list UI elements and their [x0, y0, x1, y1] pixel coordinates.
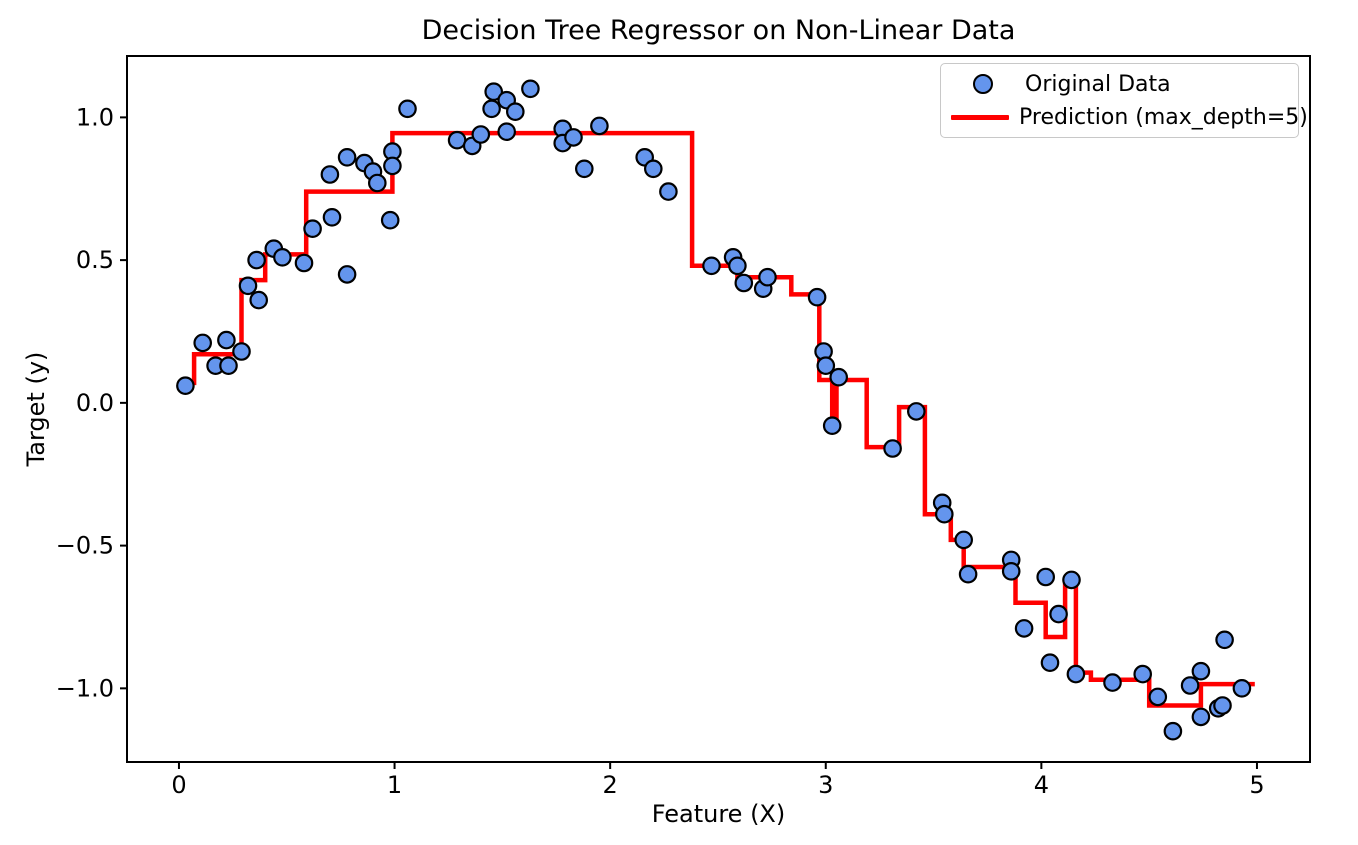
scatter-point [1191, 661, 1211, 681]
scatter-point [822, 416, 842, 435]
legend-label-original-data: Original Data [1025, 71, 1171, 97]
y-tick-label: 0.0 [76, 389, 114, 417]
scatter-point [238, 276, 258, 296]
axes-frame [126, 55, 1311, 763]
scatter-point [193, 333, 212, 353]
x-tick-label: 1 [387, 771, 402, 799]
legend-item-original-data: Original Data [951, 69, 1288, 99]
scatter-point [807, 287, 827, 307]
x-tick-label: 0 [171, 771, 186, 799]
y-tick-label: −0.5 [56, 532, 114, 560]
y-tick-label: 1.0 [76, 103, 114, 131]
legend-item-prediction: Prediction (max_depth=5) [951, 102, 1308, 132]
scatter-point [1062, 570, 1081, 590]
scatter-point [883, 439, 902, 458]
chart-title: Decision Tree Regressor on Non-Linear Da… [421, 15, 1016, 46]
x-tick-label: 4 [1034, 771, 1049, 799]
scatter-point [505, 102, 525, 121]
scatter-point [320, 165, 340, 184]
scatter-point [1036, 567, 1055, 587]
scatter-point [1148, 687, 1168, 707]
scatter-point [934, 504, 954, 524]
scatter-point [1103, 673, 1122, 692]
y-axis-label: Target (y) [22, 351, 50, 467]
legend-box: Original Data Prediction (max_depth=5) [940, 63, 1308, 138]
scatter-point [337, 265, 357, 284]
scatter-point [337, 148, 357, 167]
legend-label-prediction: Prediction (max_depth=5) [1019, 104, 1308, 130]
scatter-point [521, 79, 540, 99]
scatter-point [219, 356, 238, 375]
scatter-point [659, 182, 678, 201]
scatter-point [247, 250, 266, 270]
scatter-point [383, 156, 402, 176]
scatter-point [728, 256, 747, 276]
scatter-point [734, 273, 754, 293]
x-tick-label: 3 [818, 771, 833, 799]
scatter-point [1232, 678, 1252, 698]
scatter-point [590, 116, 609, 136]
scatter-point [484, 82, 503, 101]
y-tick-label: 0.5 [76, 246, 114, 274]
y-tick-label: −1.0 [56, 674, 114, 702]
scatter-point [1040, 653, 1060, 672]
scatter-point [176, 376, 195, 395]
scatter-point [1014, 619, 1034, 638]
scatter-point [829, 367, 848, 387]
scatter-point [702, 256, 721, 276]
scatter-point [447, 130, 467, 150]
scatter-marker-icon [973, 74, 993, 94]
scatter-point [1180, 676, 1200, 695]
scatter-point [1191, 707, 1211, 727]
scatter-point [1215, 630, 1234, 650]
scatter-point [322, 208, 342, 227]
scatter-point [574, 159, 594, 179]
scatter-point [232, 342, 251, 361]
scatter-point [564, 128, 583, 147]
scatter-point [958, 564, 978, 584]
scatter-point [1163, 721, 1183, 741]
scatter-point [1049, 604, 1068, 624]
scatter-point [249, 290, 269, 310]
scatter-point [482, 99, 501, 119]
scatter-point [497, 122, 516, 141]
scatter-point [380, 210, 400, 230]
scatter-point [217, 330, 236, 350]
scatter-point [906, 402, 926, 421]
scatter-point [954, 530, 973, 550]
scatter-point [643, 159, 663, 179]
x-axis-label: Feature (X) [651, 800, 786, 828]
scatter-point [294, 253, 314, 273]
scatter-point [1133, 664, 1152, 684]
scatter-point [816, 356, 836, 375]
scatter-point [367, 173, 387, 193]
prediction-line-icon [951, 114, 1009, 120]
scatter-point [1001, 561, 1021, 581]
x-tick-label: 2 [603, 771, 618, 799]
x-tick-label: 5 [1249, 771, 1264, 799]
prediction-step-line [179, 130, 1255, 708]
scatter-point [1066, 664, 1086, 684]
scatter-point [1213, 696, 1232, 715]
scatter-point [273, 247, 292, 267]
scatter-point [471, 125, 491, 144]
scatter-point [303, 219, 322, 238]
scatter-point [398, 99, 417, 119]
scatter-point [758, 267, 777, 287]
